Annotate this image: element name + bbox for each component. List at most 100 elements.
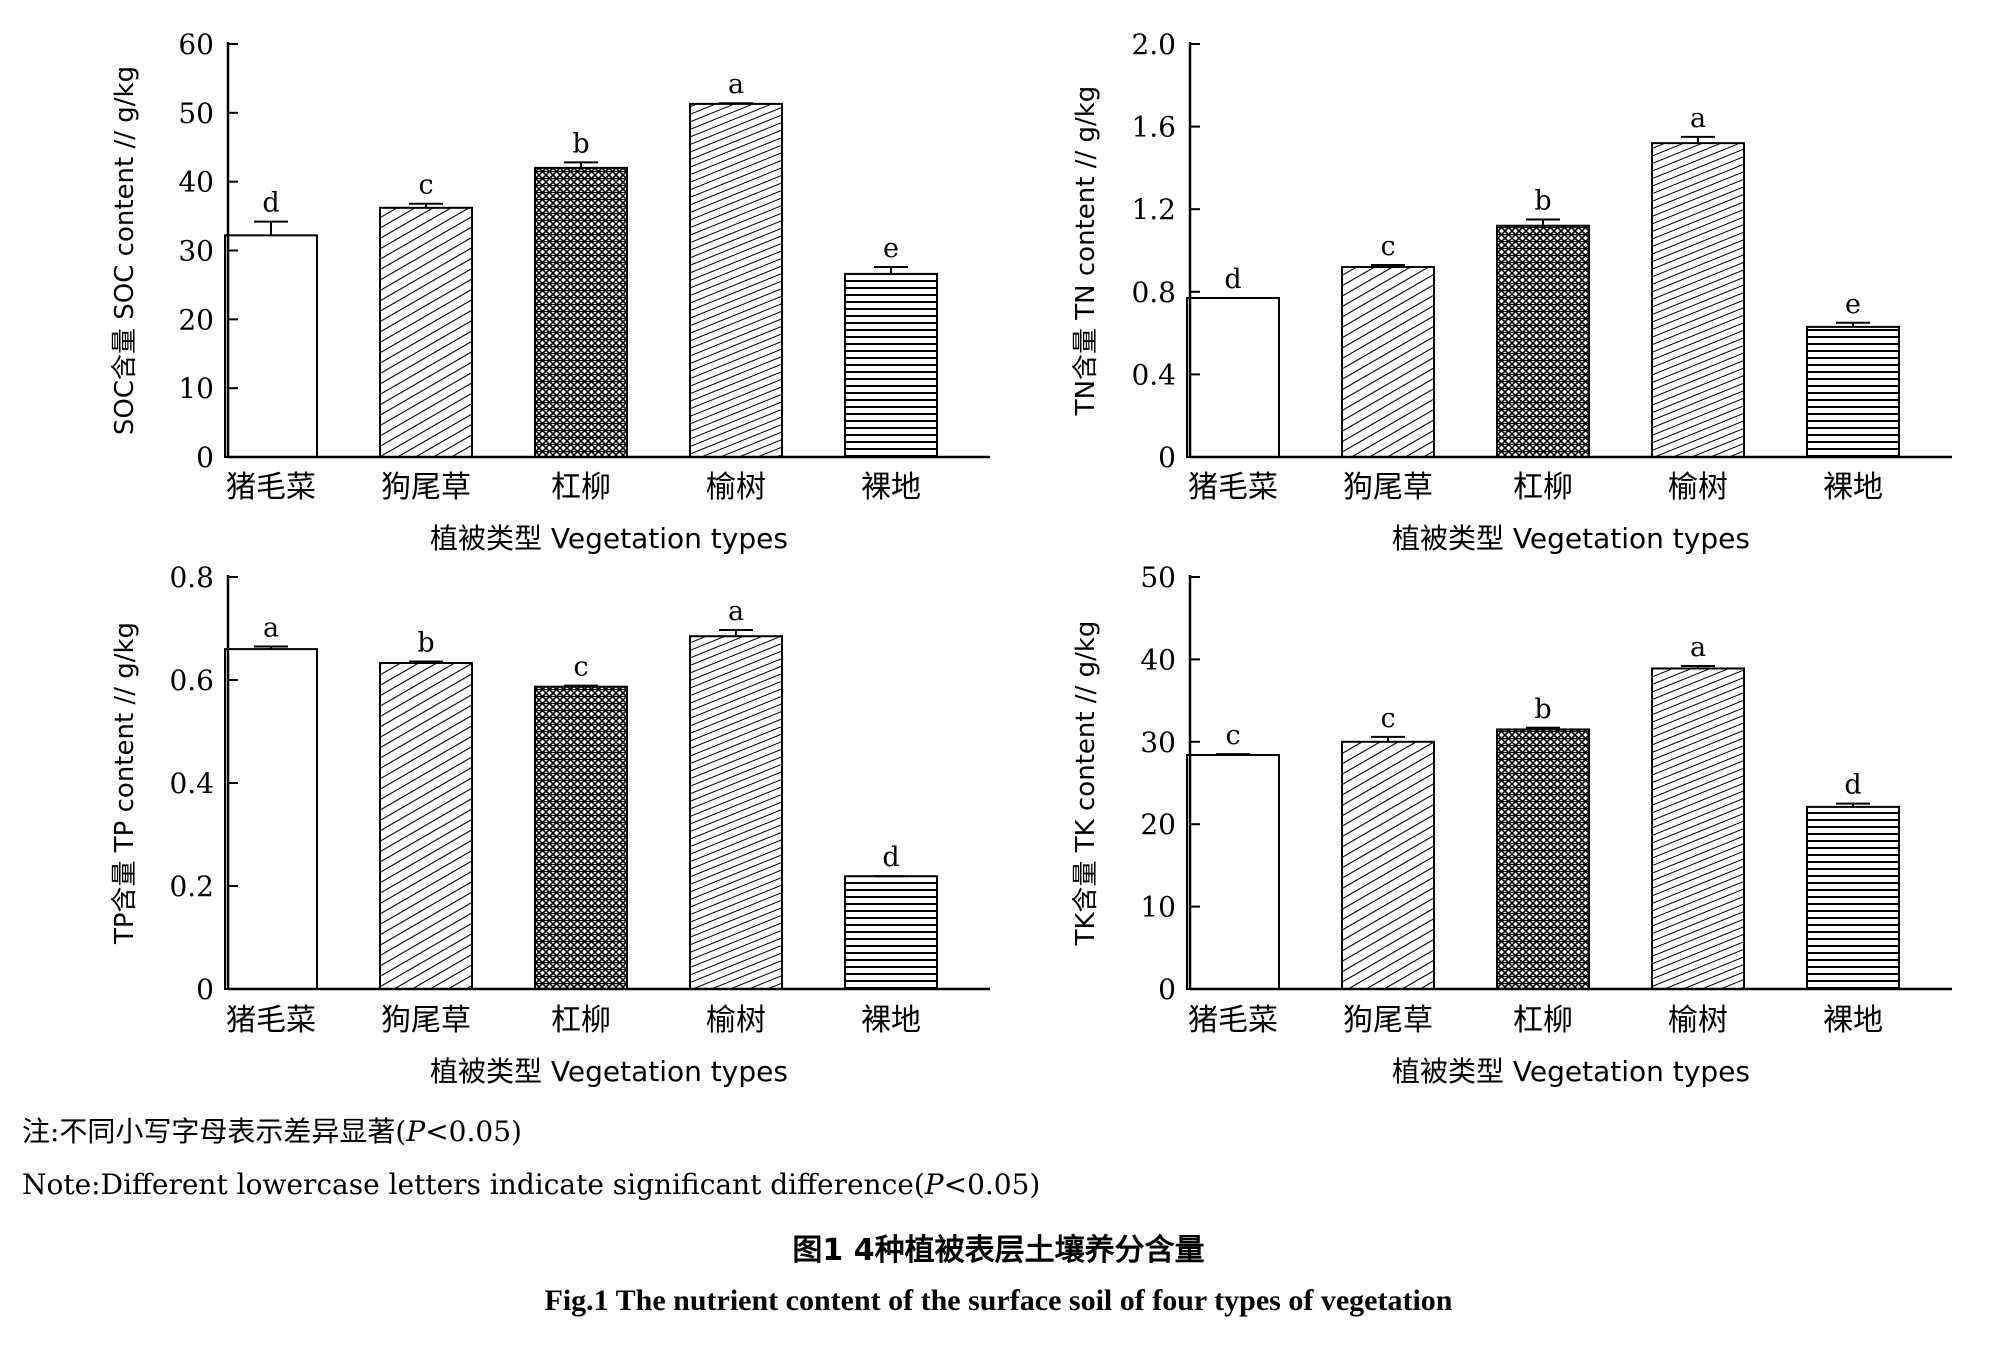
x-tick-label-2-4: 裸地	[861, 1003, 921, 1038]
x-tick-label-3-2: 杠柳	[1513, 1003, 1573, 1038]
x-tick-label-0-4: 裸地	[861, 470, 921, 505]
sig-label-3-1: c	[1380, 703, 1395, 734]
bar-0-4	[844, 272, 938, 458]
sig-label-1-3: a	[1690, 103, 1706, 134]
y-tick-label-3-2: 20	[1140, 808, 1176, 841]
x-tick-label-1-3: 榆树	[1668, 470, 1728, 505]
note-zh-suffix: <0.05)	[425, 1115, 522, 1148]
bar-2-0	[224, 648, 318, 990]
chart-panel-tn: d 猪毛菜 c 狗尾草 b 杠柳 a 榆树 e 裸地 0 0.4 0.8 1.2 1.6 2.0 植被类型 Ve…	[1071, 28, 1952, 555]
y-tick-label-0-5: 50	[178, 97, 214, 130]
y-tick-label-3-3: 30	[1140, 726, 1176, 759]
sig-label-3-2: b	[1534, 694, 1551, 725]
sig-label-0-2: b	[572, 128, 589, 159]
x-tick-label-2-3: 榆树	[706, 1003, 766, 1038]
sig-label-3-3: a	[1690, 632, 1706, 663]
x-tick-label-3-3: 榆树	[1668, 1003, 1728, 1038]
y-tick-label-1-0: 0	[1158, 441, 1176, 474]
x-tick-label-0-2: 杠柳	[551, 470, 611, 505]
y-tick-label-2-3: 0.6	[169, 664, 214, 697]
x-tick-label-0-0: 猪毛菜	[226, 470, 316, 505]
y-tick-label-0-0: 0	[196, 441, 214, 474]
chart-panel-tp: a 猪毛菜 b 狗尾草 c 杠柳 a 榆树 d 裸地 0 0.2 0.4 0.6 0.8 植被类型 Veget…	[110, 561, 990, 1088]
bar-1-2	[1496, 224, 1590, 458]
bar-3-2	[1496, 728, 1590, 990]
sig-label-1-1: c	[1380, 231, 1395, 262]
note-en-prefix: Note:Different lowercase letters indicat…	[22, 1168, 925, 1201]
x-axis-label-3: 植被类型 Vegetation types	[1392, 1055, 1750, 1088]
y-tick-label-0-6: 60	[178, 28, 214, 61]
note-zh-p: P	[406, 1115, 426, 1148]
sig-label-2-0: a	[263, 613, 279, 644]
x-tick-label-2-2: 杠柳	[551, 1003, 611, 1038]
note-zh-prefix: 注:不同小写字母表示差异显著(	[22, 1115, 407, 1148]
bar-1-1	[1341, 266, 1435, 458]
chart-panel-tk: c 猪毛菜 c 狗尾草 b 杠柳 a 榆树 d 裸地 0 10 20 30 40 50 植被类型 Vegetat…	[1071, 561, 1952, 1088]
sig-label-3-0: c	[1225, 720, 1240, 751]
sig-label-1-0: d	[1224, 264, 1241, 295]
y-tick-label-3-0: 0	[1158, 973, 1176, 1006]
x-axis-label-0: 植被类型 Vegetation types	[430, 522, 788, 555]
y-tick-label-2-4: 0.8	[169, 561, 214, 594]
y-tick-label-1-3: 1.2	[1131, 193, 1176, 226]
caption-en: Fig.1 The nutrient content of the surfac…	[544, 1284, 1453, 1317]
y-tick-label-2-1: 0.2	[169, 870, 214, 903]
bar-2-2	[534, 685, 628, 990]
bar-1-4	[1806, 325, 1900, 458]
y-tick-label-3-1: 10	[1140, 891, 1176, 924]
x-tick-label-2-1: 狗尾草	[381, 1003, 471, 1038]
bar-1-0	[1186, 296, 1280, 458]
sig-label-0-1: c	[418, 170, 433, 201]
x-tick-label-0-1: 狗尾草	[381, 470, 471, 505]
sig-label-1-4: e	[1845, 289, 1861, 320]
sig-label-1-2: b	[1534, 186, 1551, 217]
sig-label-2-1: b	[417, 627, 434, 658]
sig-label-0-3: a	[728, 69, 744, 100]
x-tick-label-3-1: 狗尾草	[1343, 1003, 1433, 1038]
bar-3-1	[1341, 740, 1435, 990]
y-tick-label-2-0: 0	[196, 973, 214, 1006]
x-tick-label-3-0: 猪毛菜	[1188, 1003, 1278, 1038]
sig-label-0-4: e	[883, 233, 899, 264]
y-axis-label-1: TN含量 TN content // g/kg	[1071, 86, 1101, 417]
y-tick-label-3-5: 50	[1140, 561, 1176, 594]
x-tick-label-3-4: 裸地	[1823, 1003, 1883, 1038]
y-axis-label-3: TK含量 TK content // g/kg	[1071, 621, 1101, 947]
bar-3-0	[1186, 753, 1280, 991]
x-tick-label-0-3: 榆树	[706, 470, 766, 505]
sig-label-2-3: a	[728, 596, 744, 627]
bar-3-3	[1651, 667, 1745, 990]
y-tick-label-1-2: 0.8	[1131, 276, 1176, 309]
y-tick-label-0-2: 20	[178, 303, 214, 336]
bar-0-2	[534, 166, 628, 458]
bar-0-3	[689, 102, 783, 458]
sig-label-2-2: c	[573, 652, 588, 683]
y-tick-label-1-1: 0.4	[1131, 358, 1176, 391]
x-tick-label-1-4: 裸地	[1823, 470, 1883, 505]
y-axis-label-2: TP含量 TP content // g/kg	[110, 622, 140, 945]
x-tick-label-1-0: 猪毛菜	[1188, 470, 1278, 505]
y-tick-label-1-4: 1.6	[1131, 111, 1176, 144]
bar-3-4	[1806, 805, 1900, 990]
note-en-p: P	[924, 1168, 944, 1201]
x-tick-label-1-2: 杠柳	[1513, 470, 1573, 505]
note-en-suffix: <0.05)	[943, 1168, 1041, 1201]
y-tick-label-0-4: 40	[178, 166, 214, 199]
y-tick-label-0-1: 10	[178, 372, 214, 405]
bar-2-3	[689, 635, 783, 990]
bar-0-0	[224, 234, 318, 458]
y-tick-label-0-3: 30	[178, 235, 214, 268]
sig-label-2-4: d	[882, 842, 899, 873]
note-zh: 注:不同小写字母表示差异显著(P<0.05)	[22, 1110, 522, 1150]
y-tick-label-1-5: 2.0	[1131, 28, 1176, 61]
sig-label-3-4: d	[1844, 770, 1861, 801]
bar-2-1	[379, 662, 473, 990]
chart-panel-soc: d 猪毛菜 c 狗尾草 b 杠柳 a 榆树 e 裸地 0 10 20 30 40 50 60 植被类型 Veget…	[110, 28, 990, 555]
x-tick-label-1-1: 狗尾草	[1343, 470, 1433, 505]
x-axis-label-2: 植被类型 Vegetation types	[430, 1055, 788, 1088]
x-axis-label-1: 植被类型 Vegetation types	[1392, 522, 1750, 555]
bar-2-4	[844, 875, 938, 991]
sig-label-0-0: d	[262, 188, 279, 219]
y-tick-label-3-4: 40	[1140, 643, 1176, 676]
bar-0-1	[379, 206, 473, 458]
